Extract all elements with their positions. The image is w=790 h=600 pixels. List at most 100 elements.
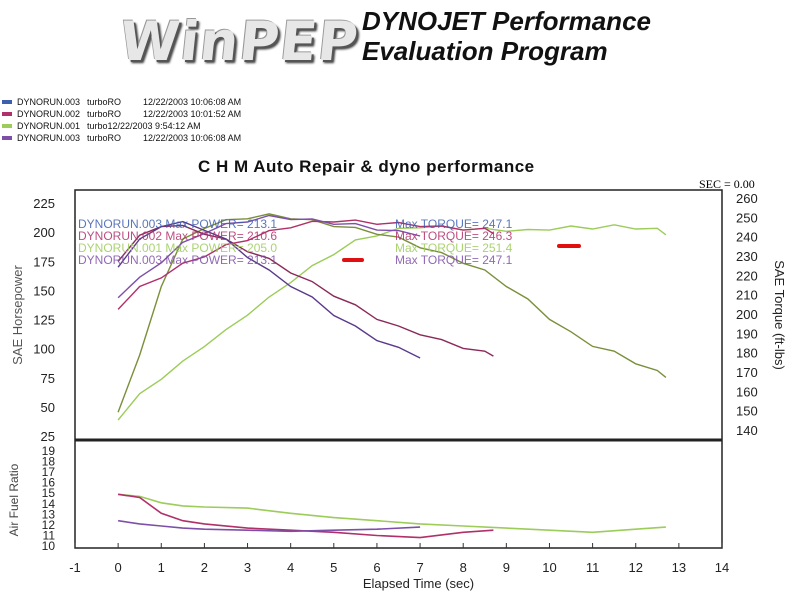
legend-run: DYNORUN.003 (17, 133, 81, 143)
max-torque-annotation: Max TORQUE= 251.4 (395, 241, 513, 255)
torque-tick-label: 170 (736, 365, 758, 380)
legend-swatch (2, 112, 12, 116)
series-line (117, 213, 667, 413)
x-tick-label: 4 (287, 560, 294, 575)
torque-tick-label: 250 (736, 210, 758, 225)
x-tick-label: -1 (69, 560, 81, 575)
afr-tick-label: 18 (42, 455, 56, 469)
torque-tick-label: 210 (736, 288, 758, 303)
x-tick-label: 13 (672, 560, 686, 575)
x-tick-label: 7 (416, 560, 423, 575)
legend-date: 12/22/2003 10:06:08 AM (143, 133, 242, 143)
x-tick-label: 2 (201, 560, 208, 575)
x-axis-label: Elapsed Time (sec) (363, 576, 474, 591)
hp-tick-label: 150 (33, 283, 55, 298)
afr-axis-label: Air Fuel Ratio (7, 463, 21, 536)
legend-run: DYNORUN.001 (17, 121, 81, 131)
series-line (117, 219, 494, 310)
legend-row: DYNORUN.003 turboRO 12/22/2003 10:06:08 … (2, 96, 241, 108)
legend-swatch (2, 136, 12, 140)
series-line (117, 220, 421, 359)
torque-tick-label: 190 (736, 326, 758, 341)
torque-tick-label: 150 (736, 404, 758, 419)
run-legend: DYNORUN.003 turboRO 12/22/2003 10:06:08 … (2, 96, 241, 144)
hp-tick-label: 25 (41, 429, 55, 444)
legend-row: DYNORUN.003 turboRO 12/22/2003 10:06:08 … (2, 132, 241, 144)
legend-dyno: turbo (87, 121, 108, 131)
x-tick-label: 9 (503, 560, 510, 575)
legend-date: 12/22/2003 10:01:52 AM (143, 109, 242, 119)
hp-tick-label: 50 (41, 400, 55, 415)
hp-tick-label: 200 (33, 225, 55, 240)
legend-date: 12/22/2003 10:06:08 AM (143, 97, 242, 107)
afr-tick-label: 17 (42, 465, 56, 479)
red-highlight-mark (557, 244, 581, 248)
heading-line1: DYNOJET Performance (362, 6, 651, 36)
hp-tick-label: 225 (33, 196, 55, 211)
torque-tick-label: 200 (736, 307, 758, 322)
x-tick-label: 8 (460, 560, 467, 575)
torque-tick-label: 160 (736, 384, 758, 399)
afr-tick-label: 19 (42, 444, 56, 458)
x-tick-label: 12 (628, 560, 642, 575)
x-tick-label: 6 (373, 560, 380, 575)
red-highlight-mark (342, 258, 364, 262)
series-line (117, 224, 494, 357)
afr-series-line (117, 493, 494, 539)
legend-swatch (2, 124, 12, 128)
hp-tick-label: 75 (41, 371, 55, 386)
max-power-annotation: DYNORUN.003 Max POWER= 213.1 (78, 253, 277, 267)
legend-swatch (2, 100, 12, 104)
chart-title: C H M Auto Repair & dyno performance (198, 157, 535, 176)
program-heading: DYNOJET Performance Evaluation Program (362, 6, 651, 66)
afr-tick-label: 16 (42, 476, 56, 490)
legend-row: DYNORUN.002 turboRO 12/22/2003 10:01:52 … (2, 108, 241, 120)
x-tick-label: 5 (330, 560, 337, 575)
legend-run: DYNORUN.003 (17, 97, 81, 107)
torque-tick-label: 240 (736, 230, 758, 245)
x-tick-label: 3 (244, 560, 251, 575)
hp-tick-label: 100 (33, 342, 55, 357)
heading-line2: Evaluation Program (362, 36, 608, 66)
legend-dyno: turboRO (87, 133, 122, 143)
max-power-annotation: DYNORUN.003 Max POWER= 213.1 (78, 217, 277, 231)
legend-dyno: turboRO (87, 109, 122, 119)
sec-readout: SEC = 0.00 (699, 177, 755, 191)
legend-run: DYNORUN.002 (17, 109, 81, 119)
x-tick-label: 1 (158, 560, 165, 575)
afr-tick-label: 15 (42, 486, 56, 500)
afr-tick-label: 14 (42, 497, 56, 511)
x-tick-label: 11 (586, 560, 600, 575)
afr-tick-label: 11 (43, 528, 56, 542)
torque-tick-label: 230 (736, 249, 758, 264)
max-torque-annotation: Max TORQUE= 247.1 (395, 217, 513, 231)
x-tick-label: 14 (715, 560, 729, 575)
hp-axis-label: SAE Horsepower (10, 264, 25, 364)
hp-tick-label: 175 (33, 254, 55, 269)
max-torque-annotation: Max TORQUE= 247.1 (395, 253, 513, 267)
torque-tick-label: 140 (736, 423, 758, 438)
x-tick-label: 10 (542, 560, 556, 575)
series-line (117, 214, 421, 299)
torque-tick-label: 260 (736, 191, 758, 206)
afr-tick-label: 12 (42, 518, 56, 532)
x-tick-label: 0 (115, 560, 122, 575)
torque-axis-label: SAE Torque (ft-lbs) (772, 260, 787, 370)
afr-tick-label: 10 (42, 539, 56, 553)
hp-tick-label: 125 (33, 313, 55, 328)
max-torque-annotation: Max TORQUE= 246.3 (395, 229, 513, 243)
afr-series-line (118, 493, 666, 534)
plot-frame (74, 189, 723, 549)
legend-dyno: turboRO (87, 97, 122, 107)
afr-tick-label: 13 (42, 507, 56, 521)
max-power-annotation: DYNORUN.002 Max POWER= 210.6 (78, 229, 277, 243)
torque-tick-label: 180 (736, 346, 758, 361)
afr-series-line (117, 519, 421, 533)
series-line (117, 224, 667, 421)
legend-date: 12/22/2003 9:54:12 AM (107, 121, 201, 131)
legend-row: DYNORUN.001 turbo 12/22/2003 9:54:12 AM (2, 120, 241, 132)
max-power-annotation: DYNORUN.001 Max POWER= 205.0 (78, 241, 277, 255)
torque-tick-label: 220 (736, 268, 758, 283)
